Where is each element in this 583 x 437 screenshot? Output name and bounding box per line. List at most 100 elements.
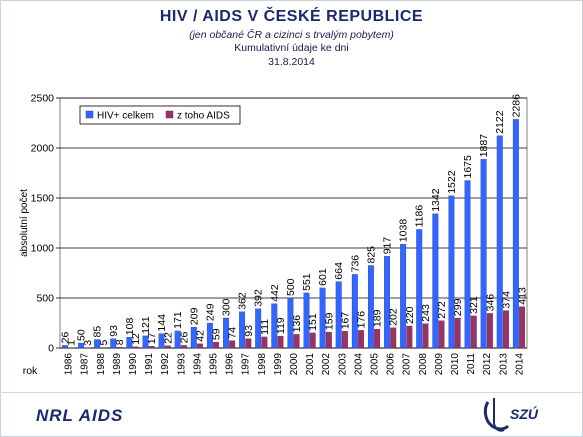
- data-label-hiv: 392: [253, 289, 265, 307]
- data-label-aids: 42: [194, 330, 206, 342]
- nrl-aids-label: NRL AIDS: [36, 406, 124, 425]
- bar-z-toho-aids: [422, 323, 429, 349]
- bar-z-toho-aids: [277, 335, 284, 349]
- bar-z-toho-aids: [197, 343, 203, 349]
- szu-logo-icon: [483, 398, 510, 432]
- bar-hiv-celkem: [126, 337, 133, 349]
- x-tick-label: 2013: [498, 353, 509, 376]
- data-label-hiv: 249: [204, 303, 216, 321]
- data-label-hiv: 144: [156, 314, 168, 332]
- bar-hiv-celkem: [239, 311, 246, 349]
- data-label-hiv: 917: [382, 237, 394, 255]
- chart-subtitle: (jen občané ČR a cizinci s trvalým pobyt…: [189, 29, 394, 41]
- data-label-hiv: 736: [349, 255, 361, 273]
- data-label-hiv: 1038: [398, 219, 410, 243]
- bar-hiv-celkem: [255, 308, 262, 349]
- data-label-aids: 299: [452, 298, 464, 316]
- x-tick-label: 1998: [257, 353, 268, 376]
- bar-hiv-celkem: [303, 292, 310, 349]
- bar-z-toho-aids: [180, 345, 187, 349]
- data-label-aids: 119: [275, 317, 287, 334]
- data-label-aids: 272: [436, 301, 448, 319]
- data-label-hiv: 551: [301, 273, 313, 291]
- x-tick-label: 2000: [289, 353, 300, 376]
- data-label-hiv: 1675: [462, 155, 474, 179]
- data-label-hiv: 108: [124, 318, 136, 336]
- bar-hiv-celkem: [158, 333, 165, 349]
- y-tick-label: 1000: [31, 243, 55, 255]
- chart-note: Kumulativní údaje ke dni: [234, 42, 349, 54]
- x-tick-label: 2006: [386, 353, 397, 376]
- data-label-hiv: 442: [269, 284, 281, 302]
- data-label-aids: 22: [162, 332, 174, 344]
- x-tick-label: 2009: [434, 353, 445, 376]
- x-tick-label: 1989: [112, 353, 123, 376]
- bar-hiv-celkem: [335, 281, 342, 349]
- bar-z-toho-aids: [100, 347, 107, 349]
- bar-z-toho-aids: [470, 315, 477, 349]
- data-label-hiv: 362: [237, 292, 249, 310]
- bar-hiv-celkem: [206, 322, 213, 349]
- data-label-aids: 74: [227, 327, 239, 339]
- data-label-hiv: 171: [172, 311, 184, 329]
- data-label-hiv: 93: [108, 325, 120, 337]
- x-tick-label: 2012: [482, 353, 493, 376]
- bar-hiv-celkem: [496, 135, 503, 349]
- data-label-aids: 59: [211, 328, 223, 340]
- x-axis-label: rok: [23, 365, 38, 377]
- bar-hiv-celkem: [367, 265, 374, 349]
- data-label-hiv: 50: [76, 329, 88, 341]
- bar-z-toho-aids: [438, 320, 445, 349]
- bar-hiv-celkem: [400, 244, 407, 349]
- data-label-aids: 346: [484, 294, 496, 312]
- bar-z-toho-aids: [261, 336, 268, 349]
- data-label-hiv: 2122: [494, 110, 506, 134]
- data-label-hiv: 825: [365, 246, 377, 264]
- bar-hiv-celkem: [448, 195, 455, 349]
- bar-hiv-celkem: [432, 213, 439, 349]
- bar-hiv-celkem: [512, 119, 519, 349]
- bar-z-toho-aids: [164, 345, 171, 349]
- bar-z-toho-aids: [245, 338, 252, 349]
- x-tick-label: 2003: [337, 353, 348, 376]
- legend-label-aids: z toho AIDS: [177, 111, 230, 122]
- bar-hiv-celkem: [78, 342, 85, 349]
- bar-z-toho-aids: [229, 340, 236, 349]
- data-label-aids: 8: [114, 339, 126, 345]
- data-label-hiv: 664: [333, 262, 345, 280]
- x-tick-label: 1994: [192, 353, 203, 376]
- y-tick-label: 2000: [31, 143, 55, 155]
- x-tick-label: 2005: [370, 353, 381, 376]
- bar-z-toho-aids: [148, 346, 155, 349]
- bar-z-toho-aids: [519, 306, 525, 349]
- bar-z-toho-aids: [132, 346, 139, 349]
- bar-hiv-celkem: [464, 180, 471, 349]
- x-tick-label: 1996: [225, 353, 236, 376]
- bar-hiv-celkem: [110, 338, 117, 349]
- x-tick-label: 1992: [160, 353, 171, 376]
- y-tick-label: 2500: [31, 93, 55, 105]
- data-label-aids: 321: [468, 296, 480, 314]
- data-label-hiv: 26: [59, 332, 71, 344]
- bar-hiv-celkem: [287, 297, 294, 349]
- x-tick-label: 1990: [128, 353, 139, 376]
- bar-z-toho-aids: [309, 332, 316, 349]
- data-label-aids: 3: [82, 340, 94, 346]
- bar-hiv-celkem: [174, 330, 181, 349]
- y-tick-label: 0: [48, 343, 54, 355]
- x-tick-label: 2004: [353, 353, 364, 376]
- bar-z-toho-aids: [325, 331, 332, 349]
- data-label-hiv: 300: [220, 298, 232, 316]
- data-label-hiv: 1887: [478, 134, 490, 158]
- data-label-aids: 5: [98, 340, 110, 346]
- y-axis-label: absolutní počet: [19, 189, 30, 257]
- x-tick-label: 1993: [176, 353, 187, 376]
- data-label-hiv: 1186: [414, 205, 426, 228]
- bar-hiv-celkem: [319, 287, 326, 349]
- x-tick-label: 1988: [96, 353, 107, 376]
- bar-z-toho-aids: [358, 330, 364, 349]
- data-label-aids: 93: [243, 325, 255, 337]
- data-label-aids: 26: [178, 332, 190, 344]
- footer-divider: [0, 392, 583, 393]
- data-label-aids: 17: [146, 332, 158, 344]
